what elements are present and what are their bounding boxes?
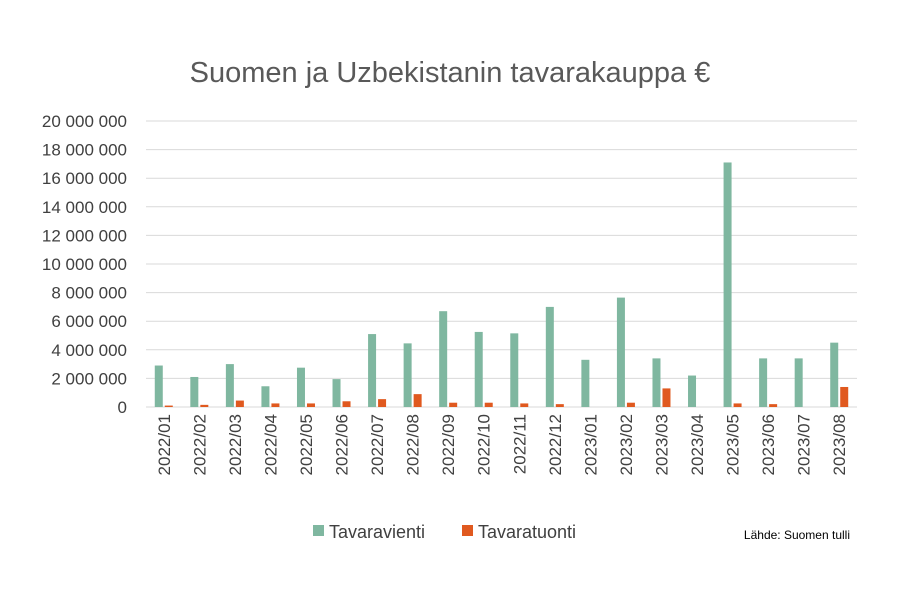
x-tick-label: 2022/08 [404,414,423,475]
legend-label: Tavaravienti [329,522,425,542]
bar-tavaravienti [723,162,732,407]
bar-tavaravienti [581,359,590,407]
bar-tavaratuonti [342,401,351,407]
bar-tavaravienti [225,364,234,407]
bar-tavaravienti [332,379,341,407]
bar-tavaratuonti [271,403,280,407]
x-tick-label: 2023/05 [724,414,743,475]
legend-swatch [313,525,324,536]
bar-tavaratuonti [449,402,458,407]
bar-tavaratuonti [164,405,173,407]
bar-tavaratuonti [306,403,315,407]
x-tick-label: 2022/11 [510,414,529,474]
y-tick-label: 6 000 000 [51,312,127,331]
x-tick-label: 2023/01 [581,414,600,475]
bar-tavaravienti [688,375,697,407]
bar-tavaratuonti [484,402,493,407]
gridlines [146,120,857,408]
bar-tavaratuonti [555,404,564,407]
x-tick-label: 2022/03 [226,414,245,475]
y-tick-label: 0 [118,398,127,417]
bar-tavaravienti [794,358,803,407]
x-tick-label: 2022/02 [190,414,209,475]
y-tick-label: 16 000 000 [42,169,127,188]
x-tick-label: 2022/01 [155,414,174,475]
x-tick-label: 2023/06 [759,414,778,475]
x-tick-label: 2023/03 [652,414,671,475]
bar-tavaravienti [830,342,839,407]
y-tick-label: 12 000 000 [42,226,127,245]
bar-tavaravienti [403,343,412,407]
bar-tavaratuonti [200,404,209,407]
bar-tavaratuonti [769,404,778,407]
x-tick-label: 2022/12 [546,414,565,475]
bar-tavaratuonti [413,394,422,407]
bar-tavaravienti [368,334,377,407]
legend: Tavaravienti Tavaratuonti [313,522,576,542]
x-axis-tick-labels: 2022/01 2022/02 2022/03 2022/04 2022/05 2022/… [155,414,849,475]
legend-label: Tavaratuonti [478,522,576,542]
bar-tavaratuonti [733,403,742,407]
legend-swatch [462,525,473,536]
bar-tavaratuonti [235,400,244,407]
bar-tavaratuonti [840,386,849,407]
bar-tavaravienti [759,358,768,407]
bar-tavaravienti [616,297,625,407]
y-tick-label: 14 000 000 [42,198,127,217]
y-tick-label: 2 000 000 [51,369,127,388]
x-tick-label: 2022/07 [368,414,387,475]
bars [154,162,849,407]
bar-tavaravienti [190,376,199,407]
y-tick-label: 20 000 000 [42,112,127,131]
x-tick-label: 2022/05 [297,414,316,475]
bar-tavaratuonti [520,403,529,407]
x-tick-label: 2023/04 [688,414,707,475]
y-axis-tick-labels: 0 2 000 000 4 000 000 6 000 000 8 000 000 10 … [42,112,127,417]
bar-tavaravienti [652,358,661,407]
x-tick-label: 2022/06 [333,414,352,475]
bar-tavaratuonti [626,402,635,407]
x-tick-label: 2022/04 [261,414,280,475]
bar-tavaravienti [545,306,554,407]
x-tick-label: 2022/09 [439,414,458,475]
bar-tavaravienti [154,365,163,407]
source-note: Lähde: Suomen tulli [744,528,850,542]
bar-tavaratuonti [378,399,387,407]
bar-tavaratuonti [662,388,671,407]
x-tick-label: 2023/02 [617,414,636,475]
y-tick-label: 10 000 000 [42,255,127,274]
x-tick-label: 2023/08 [830,414,849,475]
bar-tavaravienti [439,311,448,407]
x-tick-label: 2022/10 [475,414,494,475]
bar-tavaravienti [510,333,519,407]
bar-tavaravienti [296,367,305,407]
bar-tavaravienti [261,386,270,407]
y-tick-label: 18 000 000 [42,141,127,160]
y-tick-label: 4 000 000 [51,341,127,360]
y-tick-label: 8 000 000 [51,284,127,303]
chart-title: Suomen ja Uzbekistanin tavarakauppa € [190,57,711,89]
bar-tavaravienti [474,331,483,407]
x-tick-label: 2023/07 [795,414,814,475]
